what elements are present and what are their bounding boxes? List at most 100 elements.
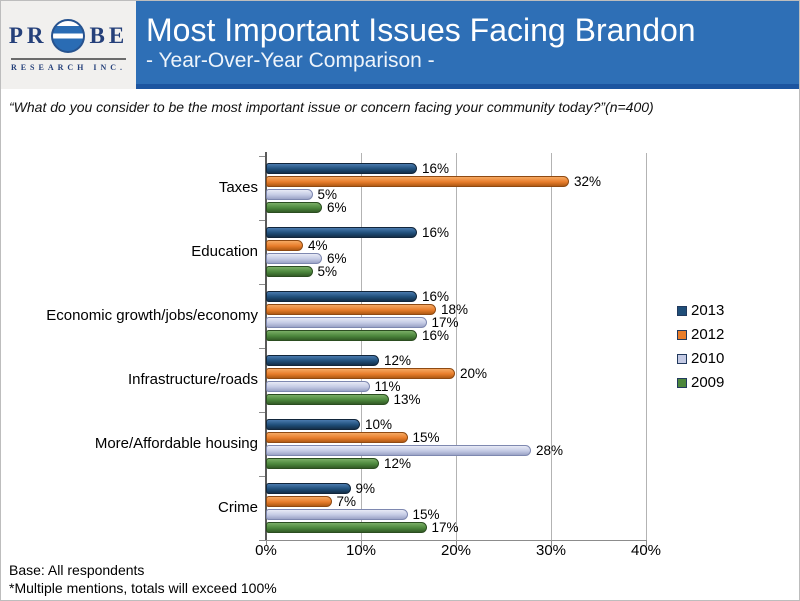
x-axis-tick — [551, 541, 552, 546]
bar-row: 32% — [266, 174, 646, 189]
legend-swatch-icon — [677, 329, 687, 340]
bar-row: 5% — [266, 187, 646, 202]
data-label: 16% — [422, 289, 450, 304]
legend-item-2013: 2013 — [677, 302, 724, 319]
logo-letters-left: PR — [8, 23, 48, 48]
bar-row: 16% — [266, 161, 646, 176]
bar-group: 12% 20% 11% 13% — [266, 348, 646, 412]
category-axis-tick — [259, 348, 265, 349]
legend-swatch-icon — [677, 305, 687, 316]
bar-row: 15% — [266, 430, 646, 445]
bar-group: 16% 32% 5% 6% — [266, 156, 646, 220]
footnote-multiple-mentions: *Multiple mentions, totals will exceed 1… — [9, 579, 277, 596]
bar-row: 10% — [266, 417, 646, 432]
legend-swatch-icon — [677, 377, 687, 388]
x-tick-label: 0% — [255, 542, 277, 559]
legend-item-2012: 2012 — [677, 326, 724, 343]
legend-label: 2012 — [691, 326, 725, 343]
data-label: 15% — [412, 430, 440, 445]
data-label: 12% — [384, 353, 412, 368]
bar-2010-more-affordable-housing — [266, 445, 531, 456]
data-label: 28% — [536, 443, 564, 458]
data-label: 4% — [308, 238, 328, 253]
bar-2009-taxes — [266, 202, 322, 213]
bar-2013-infrastructure-roads — [266, 355, 379, 366]
x-tick-label: 40% — [630, 542, 662, 559]
data-label: 16% — [422, 225, 450, 240]
data-label: 6% — [327, 251, 347, 266]
x-axis-tick — [456, 541, 457, 546]
bar-2012-taxes — [266, 176, 569, 187]
category-axis-tick — [259, 476, 265, 477]
legend: 2013 2012 2010 2009 — [677, 302, 724, 398]
bar-2010-crime — [266, 509, 408, 520]
bar-row: 16% — [266, 328, 646, 343]
bar-row: 15% — [266, 507, 646, 522]
bar-2010-taxes — [266, 189, 313, 200]
legend-item-2010: 2010 — [677, 350, 724, 367]
x-axis-line — [264, 540, 647, 541]
bar-row: 16% — [266, 289, 646, 304]
data-label: 9% — [355, 481, 376, 496]
data-label: 6% — [327, 200, 347, 215]
data-label: 32% — [574, 174, 602, 189]
x-tick-label: 30% — [535, 542, 567, 559]
legend-label: 2013 — [691, 302, 725, 319]
data-label: 16% — [422, 328, 450, 343]
x-axis-tick — [646, 541, 647, 546]
logo-wordmark: PR BE — [8, 18, 129, 53]
footnote-base: Base: All respondents — [9, 562, 145, 578]
x-tick-label: 20% — [440, 542, 472, 559]
bar-2012-economic-growth-jobs-economy — [266, 304, 436, 315]
data-label: 10% — [365, 417, 393, 432]
bar-2013-crime — [266, 483, 351, 494]
bar-row: 7% — [266, 494, 646, 509]
gridline — [456, 153, 457, 540]
survey-question: “What do you consider to be the most imp… — [9, 99, 654, 115]
page-title: Most Important Issues Facing Brandon — [146, 12, 696, 49]
value-axis-zero-line — [265, 152, 267, 541]
category-axis-tick — [259, 220, 265, 221]
legend-item-2009: 2009 — [677, 374, 724, 391]
gridline — [361, 153, 362, 540]
legend-swatch-icon — [677, 353, 687, 364]
bar-row: 16% — [266, 225, 646, 240]
category-axis-labels: Taxes Education Economic growth/jobs/econo… — [6, 156, 258, 540]
category-label: Economic growth/jobs/economy — [46, 306, 258, 324]
header: PR BE RESEARCH INC. Most Important Issue… — [1, 1, 799, 89]
bar-row: 11% — [266, 379, 646, 394]
gridline — [551, 153, 552, 540]
bar-2010-economic-growth-jobs-economy — [266, 317, 427, 328]
category-axis-tick — [259, 412, 265, 413]
page-subtitle: - Year-Over-Year Comparison - — [146, 48, 435, 72]
bar-2009-infrastructure-roads — [266, 394, 389, 405]
bar-2012-crime — [266, 496, 332, 507]
bar-2009-economic-growth-jobs-economy — [266, 330, 417, 341]
logo-letters-right: BE — [89, 23, 129, 48]
bar-group: 9% 7% 15% 17% — [266, 476, 646, 540]
data-label: 16% — [422, 161, 450, 176]
bar-2009-crime — [266, 522, 427, 533]
data-label: 20% — [460, 366, 488, 381]
bar-2013-taxes — [266, 163, 417, 174]
category-axis-tick — [259, 284, 265, 285]
bar-2013-more-affordable-housing — [266, 419, 360, 430]
bar-group: 10% 15% 28% 12% — [266, 412, 646, 476]
bar-2013-education — [266, 227, 417, 238]
bar-row: 20% — [266, 366, 646, 381]
category-label: Education — [191, 242, 258, 260]
data-label: 12% — [384, 456, 412, 471]
x-tick-label: 10% — [345, 542, 377, 559]
gridline — [646, 153, 647, 540]
bar-row: 13% — [266, 392, 646, 407]
category-axis-tick — [259, 540, 265, 541]
bar-2010-education — [266, 253, 322, 264]
bar-row: 9% — [266, 481, 646, 496]
bar-row: 28% — [266, 443, 646, 458]
x-axis-tick-labels: 0% 10% 20% 30% 40% — [1, 542, 799, 562]
category-label: Infrastructure/roads — [127, 370, 258, 388]
data-label: 13% — [393, 392, 421, 407]
data-label: 18% — [441, 302, 469, 317]
bar-2012-education — [266, 240, 303, 251]
